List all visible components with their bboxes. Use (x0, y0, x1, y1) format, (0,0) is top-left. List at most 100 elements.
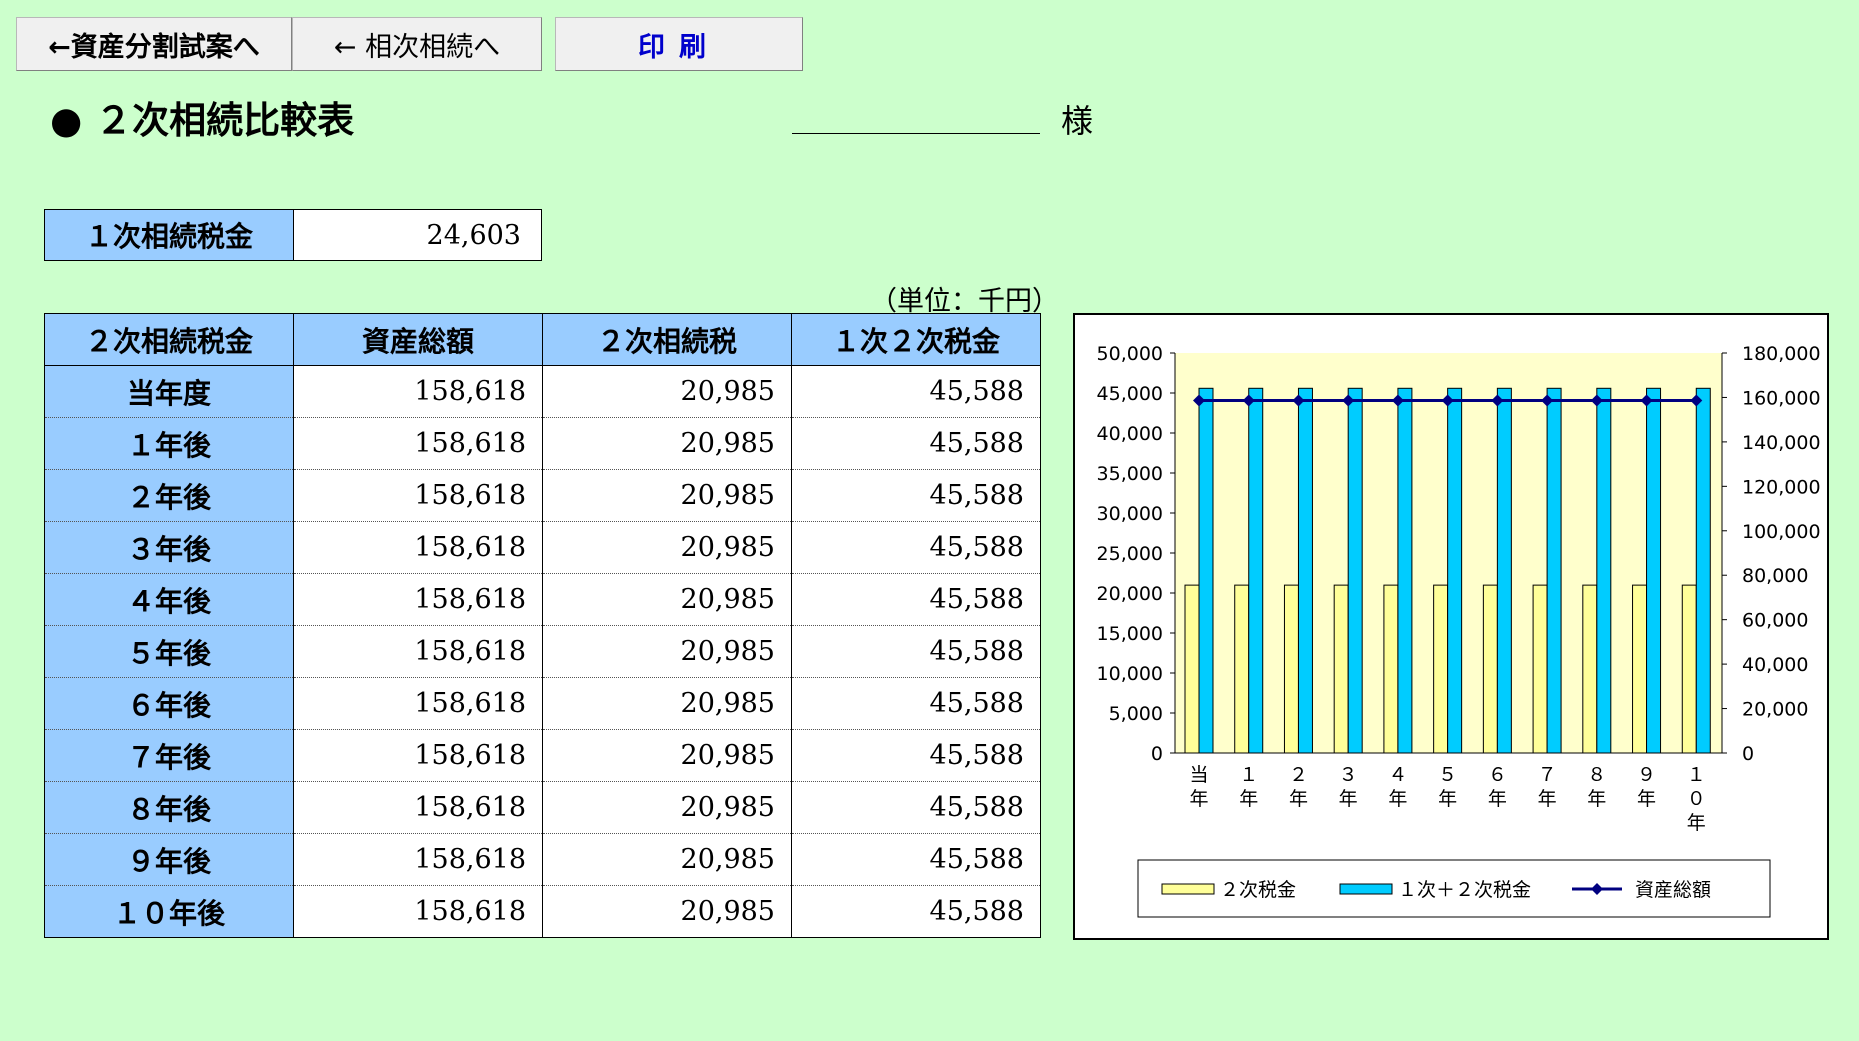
legend-label: 資産総額 (1635, 879, 1711, 901)
comparison-table: ２次相続税金 資産総額 ２次相続税 １次２次税金 当年度 158,618 20,98… (44, 313, 1041, 938)
header-second-tax: ２次相続税 (542, 313, 792, 366)
bar-combined-tax (1248, 387, 1264, 754)
row-combined-tax: 45,588 (791, 677, 1041, 730)
row-second-tax: 20,985 (542, 677, 792, 730)
legend-label: １次＋２次税金 (1398, 879, 1531, 901)
table-row: ８年後 158,618 20,985 45,588 (44, 781, 1041, 834)
row-second-tax: 20,985 (542, 365, 792, 418)
header-combined-tax: １次２次税金 (791, 313, 1041, 366)
table-row: ４年後 158,618 20,985 45,588 (44, 573, 1041, 626)
bar-combined-tax (1695, 387, 1711, 754)
x-tick-label: ２年 (1289, 764, 1308, 810)
row-assets: 158,618 (293, 573, 543, 626)
legend-swatch (1339, 883, 1393, 895)
x-tick-label: ７年 (1538, 764, 1557, 810)
asset-point (1292, 394, 1305, 407)
bar-second-tax (1632, 584, 1648, 754)
asset-point (1590, 394, 1603, 407)
client-name-field[interactable] (792, 132, 1040, 134)
first-tax-value: 24,603 (293, 209, 542, 261)
bar-second-tax (1383, 584, 1399, 754)
left-tick-label: 15,000 (1097, 623, 1163, 645)
row-second-tax: 20,985 (542, 781, 792, 834)
row-label: １年後 (44, 417, 294, 470)
table-row: ５年後 158,618 20,985 45,588 (44, 625, 1041, 678)
bar-second-tax (1433, 584, 1449, 754)
row-second-tax: 20,985 (542, 885, 792, 938)
asset-point (1690, 394, 1703, 407)
right-tick-label: 180,000 (1742, 343, 1821, 365)
x-tick-label: ９年 (1637, 764, 1656, 810)
chart-svg: 0 5,000 10,000 15,000 20,000 25,000 30,000 35,0… (1097, 343, 1821, 918)
table-row: １０年後 158,618 20,985 45,588 (44, 885, 1041, 938)
bar-second-tax (1482, 584, 1498, 754)
left-tick-label: 5,000 (1109, 703, 1163, 725)
table-row: 当年度 158,618 20,985 45,588 (44, 365, 1041, 418)
asset-point (1640, 394, 1653, 407)
row-assets: 158,618 (293, 521, 543, 574)
bar-combined-tax (1546, 387, 1562, 754)
asset-point (1193, 394, 1205, 407)
row-second-tax: 20,985 (542, 521, 792, 574)
asset-point (1391, 394, 1404, 407)
x-tick-label: ５年 (1438, 764, 1457, 810)
left-tick-label: 20,000 (1097, 583, 1163, 605)
table-row: ７年後 158,618 20,985 45,588 (44, 729, 1041, 782)
row-combined-tax: 45,588 (791, 781, 1041, 834)
bar-second-tax (1184, 584, 1200, 754)
unit-note: （単位：千円） (870, 286, 1059, 317)
bar-second-tax (1234, 584, 1250, 754)
bar-combined-tax (1496, 387, 1512, 754)
table-row: ６年後 158,618 20,985 45,588 (44, 677, 1041, 730)
header-assets: 資産総額 (293, 313, 543, 366)
row-label: ６年後 (44, 677, 294, 730)
asset-point (1441, 394, 1454, 407)
left-tick-label: 25,000 (1097, 543, 1163, 565)
table-row: ３年後 158,618 20,985 45,588 (44, 521, 1041, 574)
second-inheritance-button[interactable]: ← 相次相続へ (292, 17, 542, 71)
row-label: ５年後 (44, 625, 294, 678)
table-row: １年後 158,618 20,985 45,588 (44, 417, 1041, 470)
print-button[interactable]: 印刷 (555, 17, 803, 71)
row-label: １０年後 (44, 885, 294, 938)
left-tick-label: 10,000 (1097, 663, 1163, 685)
row-combined-tax: 45,588 (791, 469, 1041, 522)
x-tick-label: ８年 (1587, 764, 1606, 810)
bar-second-tax (1333, 584, 1349, 754)
bar-second-tax (1532, 584, 1548, 754)
bar-second-tax (1681, 584, 1697, 754)
comparison-chart: 0 5,000 10,000 15,000 20,000 25,000 30,000 35,0… (1073, 313, 1829, 940)
row-assets: 158,618 (293, 365, 543, 418)
legend-box (1137, 859, 1771, 918)
left-tick-label: 35,000 (1097, 463, 1163, 485)
right-tick-label: 80,000 (1742, 565, 1808, 587)
bar-second-tax (1582, 584, 1598, 754)
row-assets: 158,618 (293, 833, 543, 886)
row-assets: 158,618 (293, 781, 543, 834)
right-tick-label: 100,000 (1742, 521, 1821, 543)
row-combined-tax: 45,588 (791, 365, 1041, 418)
row-second-tax: 20,985 (542, 469, 792, 522)
row-combined-tax: 45,588 (791, 885, 1041, 938)
bar-combined-tax (1198, 387, 1214, 754)
table-row: ２年後 158,618 20,985 45,588 (44, 469, 1041, 522)
right-tick-label: 160,000 (1742, 387, 1821, 409)
bar-combined-tax (1646, 387, 1662, 754)
asset-split-button[interactable]: ←資産分割試案へ (16, 17, 292, 71)
row-assets: 158,618 (293, 469, 543, 522)
header-period: ２次相続税金 (44, 313, 294, 366)
row-second-tax: 20,985 (542, 625, 792, 678)
right-tick-label: 140,000 (1742, 432, 1821, 454)
row-label: 当年度 (44, 365, 294, 418)
x-tick-label: ６年 (1488, 764, 1507, 810)
bar-combined-tax (1347, 387, 1363, 754)
row-combined-tax: 45,588 (791, 573, 1041, 626)
x-tick-label: １年 (1239, 764, 1258, 810)
row-label: ９年後 (44, 833, 294, 886)
left-tick-label: 30,000 (1097, 503, 1163, 525)
row-combined-tax: 45,588 (791, 729, 1041, 782)
first-tax-table: １次相続税金 24,603 (44, 209, 542, 261)
x-tick-label: 当年 (1189, 764, 1208, 810)
legend-marker (1591, 883, 1603, 895)
row-second-tax: 20,985 (542, 729, 792, 782)
